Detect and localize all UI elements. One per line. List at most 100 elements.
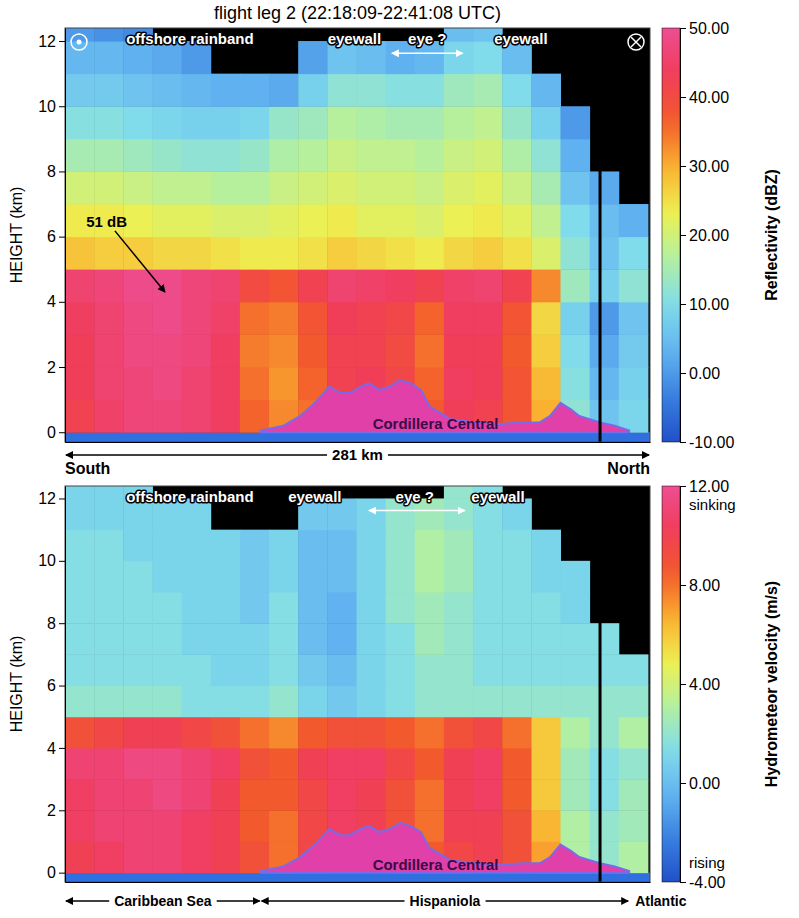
cell <box>444 74 474 107</box>
direction-icon <box>77 40 82 45</box>
cell <box>415 139 445 172</box>
cell <box>123 302 153 335</box>
y-tick-mark <box>59 873 65 874</box>
cell <box>619 654 649 686</box>
cell <box>531 302 561 335</box>
cell <box>356 171 386 204</box>
colorbar <box>662 486 680 882</box>
cell <box>560 367 590 400</box>
cell <box>94 561 124 593</box>
y-tick: 6 <box>47 677 65 694</box>
cell <box>182 106 212 139</box>
cell <box>298 654 328 686</box>
cell <box>590 717 620 749</box>
colorbar-axis: -10.000.0010.0020.0030.0040.0050.00 <box>680 20 734 451</box>
cell <box>152 139 182 172</box>
cell <box>473 748 503 780</box>
cell <box>619 779 649 811</box>
cell <box>211 810 241 842</box>
cell <box>560 561 590 593</box>
cell <box>386 171 416 204</box>
colorbar-note: sinking <box>689 496 736 513</box>
cell <box>240 106 270 139</box>
cell <box>502 748 532 780</box>
x-end-label: South <box>65 460 110 477</box>
y-tick-mark <box>59 748 65 749</box>
y-tick: 8 <box>47 163 65 180</box>
cell <box>152 269 182 302</box>
cell <box>473 561 503 593</box>
cell <box>619 748 649 780</box>
cell <box>94 498 124 530</box>
cell <box>531 717 561 749</box>
cell <box>444 654 474 686</box>
cell <box>65 748 95 780</box>
cell <box>240 748 270 780</box>
y-tick-mark <box>59 686 65 687</box>
cell <box>327 204 357 237</box>
cell <box>240 269 270 302</box>
cell <box>560 779 590 811</box>
cell <box>531 748 561 780</box>
cell <box>415 269 445 302</box>
y-tick-mark <box>59 498 65 499</box>
cell <box>94 41 124 74</box>
annotation: eye ? <box>396 488 434 505</box>
cell <box>356 779 386 811</box>
cell <box>531 561 561 593</box>
cell <box>502 686 532 718</box>
cell <box>444 561 474 593</box>
cell <box>298 106 328 139</box>
cell <box>415 106 445 139</box>
cell <box>269 623 299 655</box>
cell <box>502 367 532 400</box>
cell <box>240 237 270 270</box>
direction-icon <box>71 34 87 50</box>
cell <box>444 28 474 42</box>
cell <box>65 139 95 172</box>
annotation: Cordillera Central <box>373 415 499 432</box>
cell <box>531 686 561 718</box>
cell <box>152 237 182 270</box>
y-tick-label: 6 <box>47 228 56 245</box>
cell <box>182 367 212 400</box>
cell <box>560 334 590 367</box>
cell <box>473 302 503 335</box>
cell <box>415 237 445 270</box>
cell <box>65 171 95 204</box>
label-patch <box>327 445 388 464</box>
cell <box>298 592 328 624</box>
cell <box>298 748 328 780</box>
annotation: 51 dB <box>86 213 127 230</box>
cell <box>94 592 124 624</box>
cell <box>356 74 386 107</box>
cell <box>211 139 241 172</box>
terrain <box>261 380 629 432</box>
y-axis-line <box>65 29 66 443</box>
cell <box>327 779 357 811</box>
cell <box>531 204 561 237</box>
cell <box>386 779 416 811</box>
annotation: eyewall <box>494 30 547 47</box>
label-patch <box>405 893 486 909</box>
cell <box>211 106 241 139</box>
cell <box>327 171 357 204</box>
cell <box>182 204 212 237</box>
cell <box>298 530 328 562</box>
cell <box>182 561 212 593</box>
cell <box>123 841 153 873</box>
x-axis-title: 281 km <box>332 446 383 463</box>
figure: 024681012HEIGHT (km)flight leg 2 (22:18:… <box>0 0 799 918</box>
cell <box>502 74 532 107</box>
cell <box>65 334 95 367</box>
cell <box>94 302 124 335</box>
colorbar-tick-mark <box>680 486 686 487</box>
cell <box>356 592 386 624</box>
colorbar-tick-mark <box>680 684 686 685</box>
y-axis: 024681012 <box>38 29 65 443</box>
cell <box>65 269 95 302</box>
cell <box>65 717 95 749</box>
y-tick: 6 <box>47 228 65 245</box>
cell <box>211 748 241 780</box>
cell <box>531 623 561 655</box>
